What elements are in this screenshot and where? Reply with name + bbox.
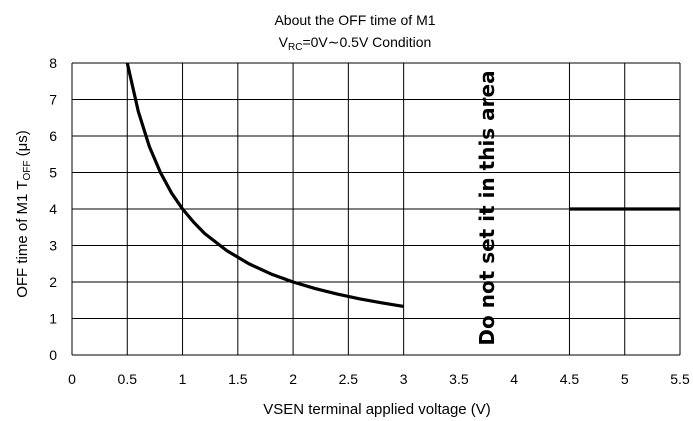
y-label-sub: OFF (22, 161, 33, 181)
x-tick-label-9: 4.5 (560, 371, 580, 387)
y-tick-label-5: 5 (49, 165, 57, 181)
x-tick-label-0: 0 (68, 371, 76, 387)
chart-title-line1: About the OFF time of M1 (274, 12, 435, 28)
y-label-rest: (μs) (14, 130, 31, 160)
y-tick-label-1: 1 (49, 311, 57, 327)
x-tick-label-7: 3.5 (449, 371, 469, 387)
series-line-0 (125, 62, 404, 309)
x-tick-label-1: 0.5 (118, 371, 138, 387)
title-vrc-rest: =0V∼0.5V Condition (302, 34, 431, 50)
restricted-area-label: Do not set it in this area (475, 70, 499, 345)
y-label-main: OFF time of M1 T (14, 181, 31, 298)
y-tick-label-0: 0 (49, 347, 57, 363)
x-tick-label-3: 1.5 (228, 371, 248, 387)
series-layer (125, 62, 680, 309)
y-axis-label: OFF time of M1 TOFF (μs) (14, 130, 33, 298)
title-vrc-sub: RC (288, 42, 302, 53)
y-tick-label-2: 2 (49, 274, 57, 290)
x-tick-label-5: 2.5 (339, 371, 359, 387)
y-tick-label-3: 3 (49, 238, 57, 254)
y-tick-label-6: 6 (49, 128, 57, 144)
x-tick-label-2: 1 (179, 371, 187, 387)
x-tick-label-8: 4 (510, 371, 518, 387)
x-tick-label-6: 3 (400, 371, 408, 387)
y-tick-label-7: 7 (49, 92, 57, 108)
x-tick-label-10: 5 (621, 371, 629, 387)
y-tick-label-4: 4 (49, 201, 57, 217)
y-tick-labels: 0 1 2 3 4 5 6 7 8 (49, 55, 57, 363)
x-tick-label-11: 5.5 (670, 371, 690, 387)
title-vrc-main: V (279, 34, 289, 50)
x-tick-label-4: 2 (289, 371, 297, 387)
y-tick-label-8: 8 (49, 55, 57, 71)
x-tick-labels: 0 0.5 1 1.5 2 2.5 3 3.5 4 4.5 5 5.5 (68, 371, 690, 387)
x-axis-label: VSEN terminal applied voltage (V) (263, 401, 491, 418)
chart-title-line2: VRC=0V∼0.5V Condition (279, 34, 432, 53)
